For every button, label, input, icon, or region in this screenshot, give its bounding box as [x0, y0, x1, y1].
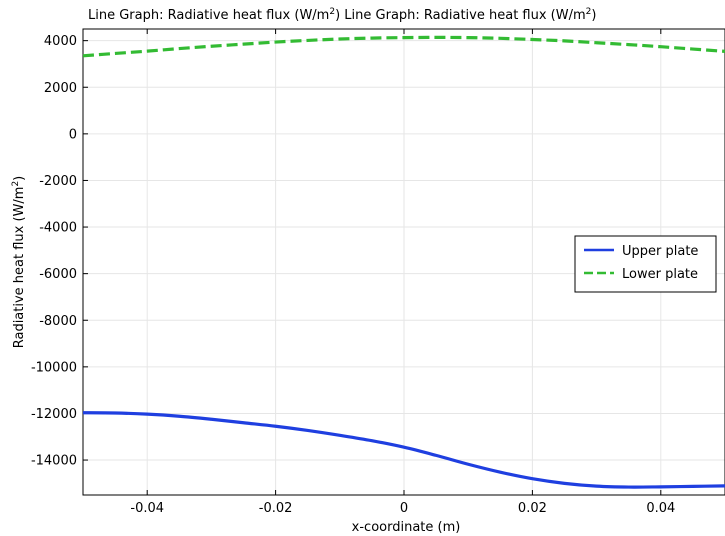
x-tick-label: 0.02 [518, 501, 547, 516]
y-axis-title: Radiative heat flux (W/m2) [11, 176, 27, 349]
y-tick-label: -14000 [31, 454, 77, 469]
x-tick-label: 0 [400, 501, 408, 516]
y-tick-label: -6000 [39, 267, 77, 282]
y-tick-label: 0 [69, 127, 77, 142]
y-tick-label: 2000 [44, 81, 77, 96]
legend-label-lower-plate: Lower plate [622, 267, 698, 282]
y-tick-label: -4000 [39, 221, 77, 236]
y-tick-label: -2000 [39, 174, 77, 189]
x-axis-title: x-coordinate (m) [352, 520, 461, 535]
y-tick-label: 4000 [44, 34, 77, 49]
x-tick-label: -0.04 [130, 501, 164, 516]
x-tick-label: 0.04 [646, 501, 675, 516]
chart-title: Line Graph: Radiative heat flux (W/m2) L… [88, 7, 596, 23]
y-tick-label: -12000 [31, 407, 77, 422]
x-tick-label: -0.02 [259, 501, 293, 516]
legend-label-upper-plate: Upper plate [622, 244, 698, 259]
y-tick-label: -8000 [39, 314, 77, 329]
legend: Upper plate Lower plate [575, 236, 716, 292]
y-tick-label: -10000 [31, 360, 77, 375]
